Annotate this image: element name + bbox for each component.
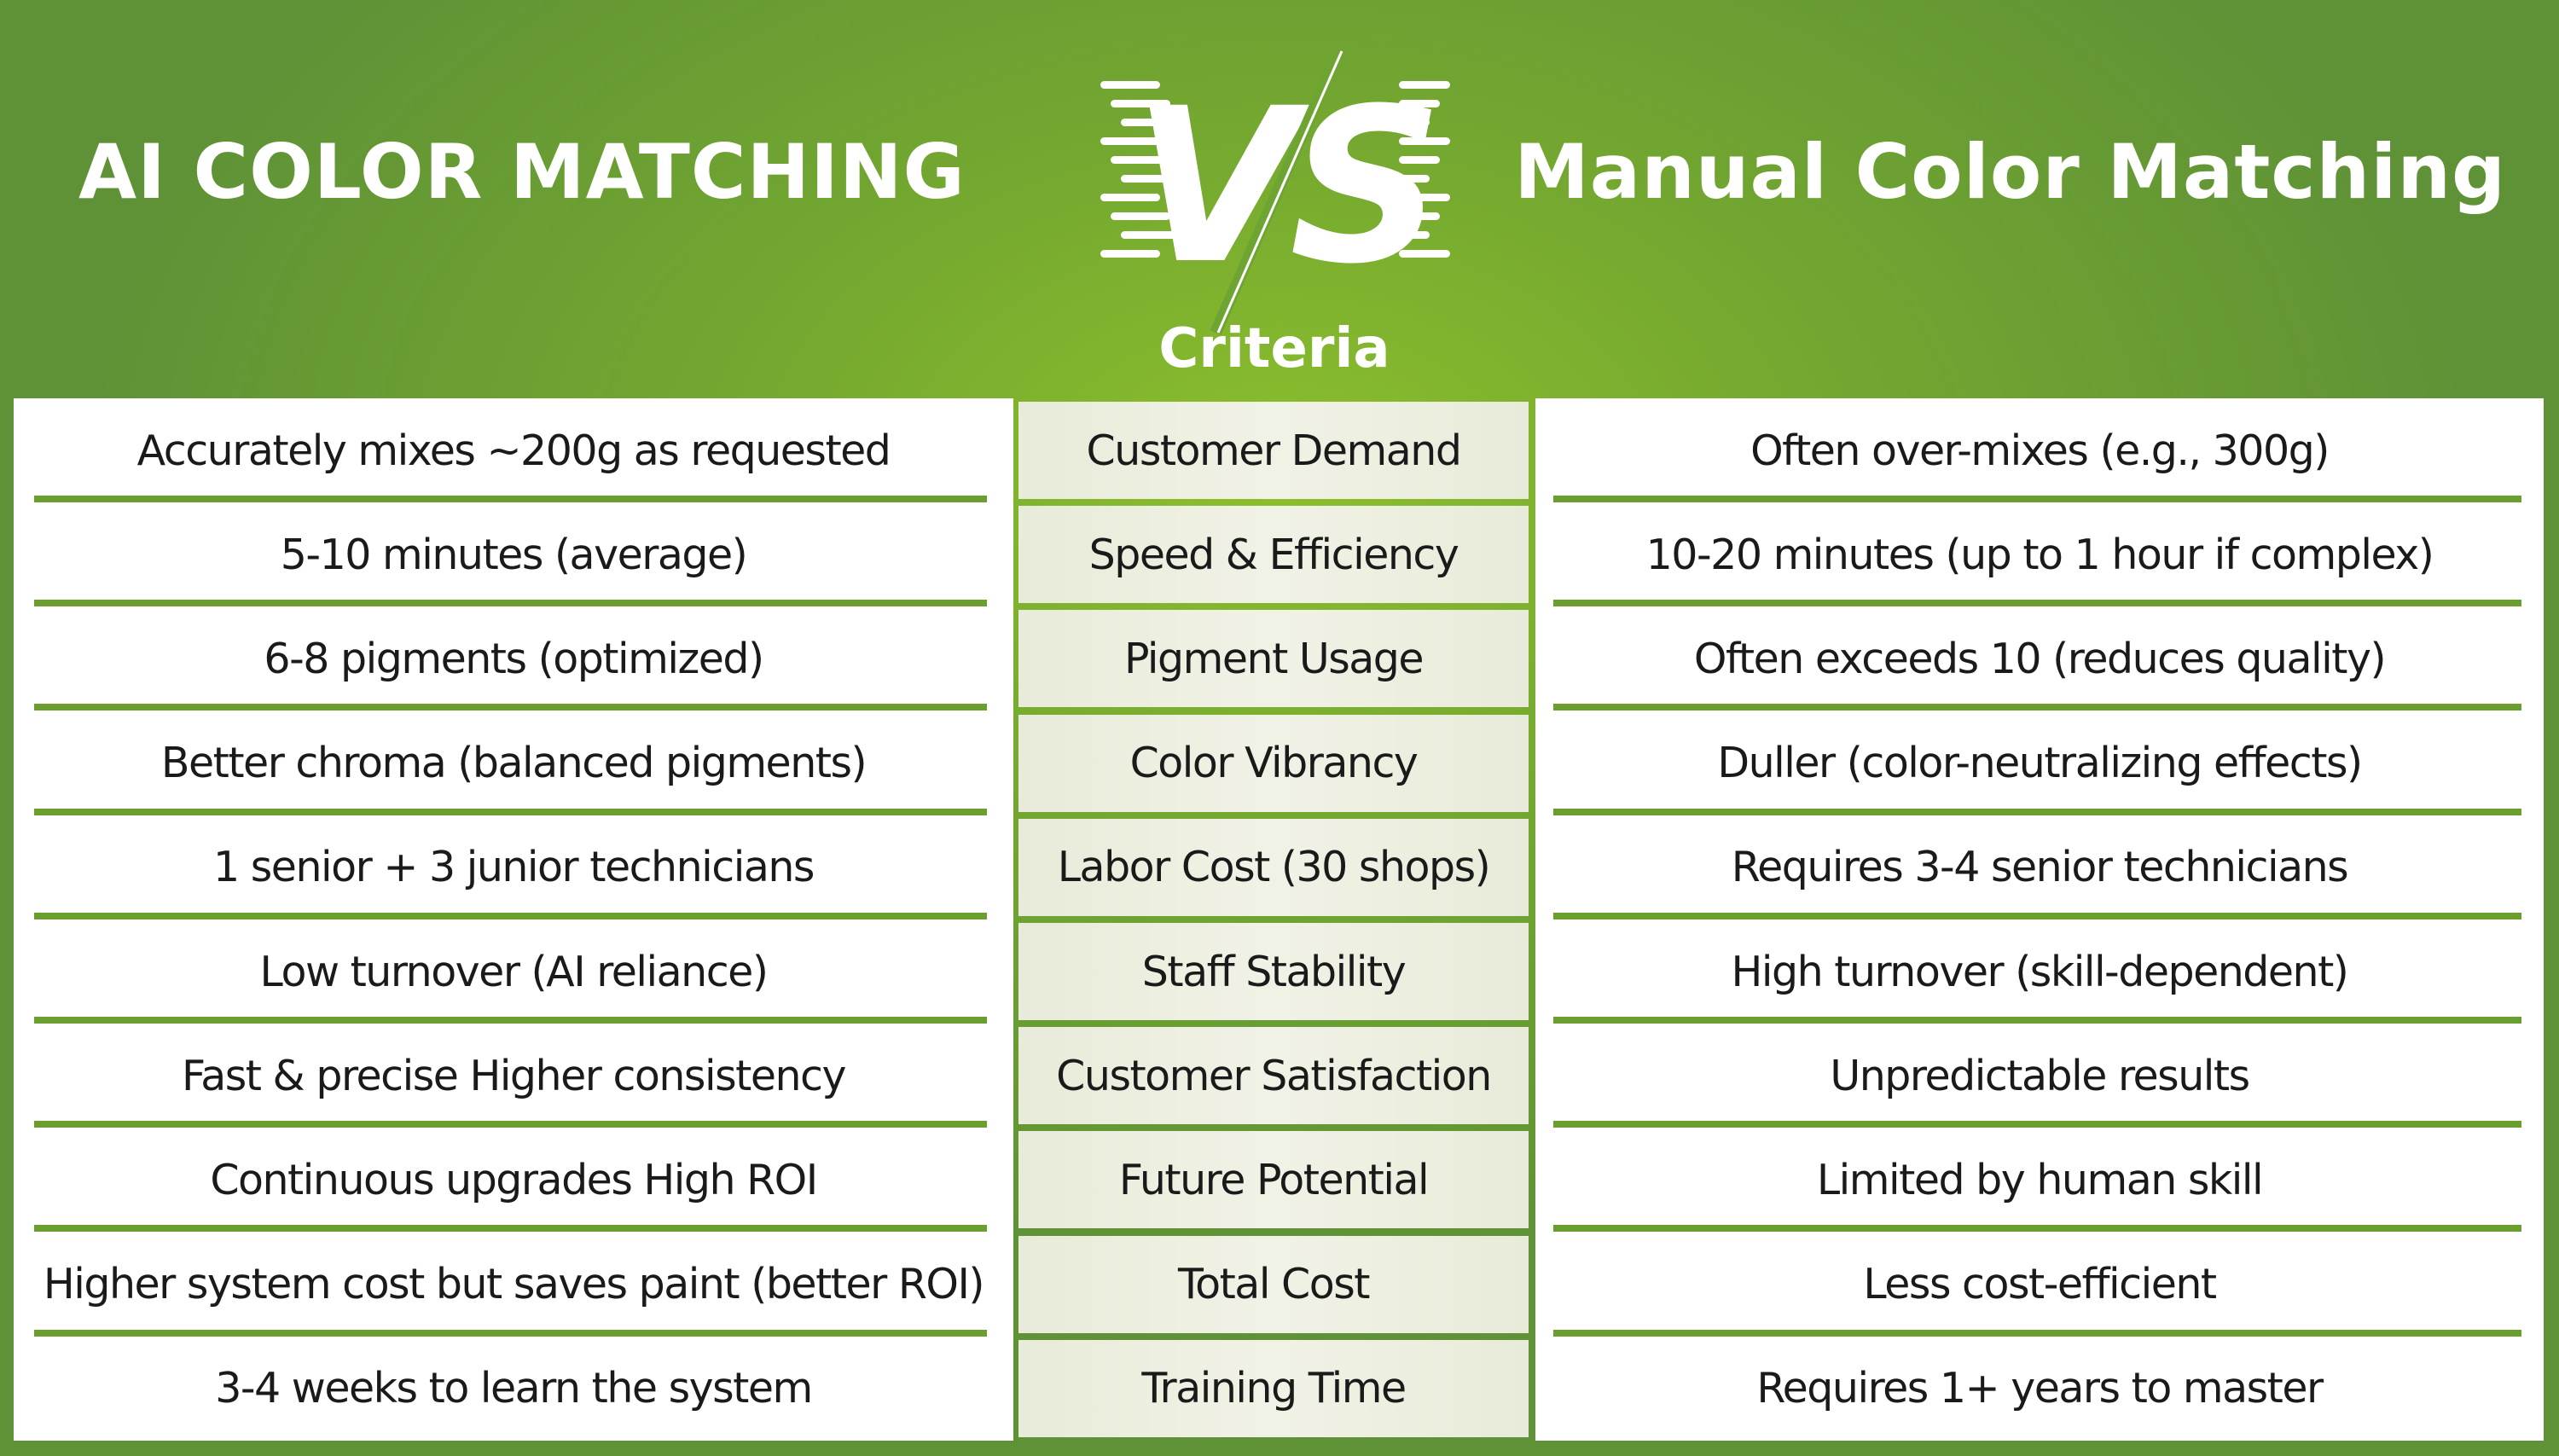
ai-cell: Better chroma (balanced pigments) bbox=[160, 739, 868, 788]
speed-line bbox=[1100, 137, 1160, 145]
row-divider bbox=[1553, 600, 2521, 607]
vs-logo-icon: VS bbox=[1100, 49, 1450, 335]
manual-cell: Less cost-efficient bbox=[1863, 1260, 2217, 1309]
criteria-cell: Speed & Efficiency bbox=[1018, 506, 1529, 604]
row-divider bbox=[1553, 1121, 2521, 1128]
speed-line bbox=[1399, 212, 1440, 220]
ai-column: Accurately mixes ~200g as requested 5-10 … bbox=[14, 398, 1013, 1441]
manual-cell: Often over-mixes (e.g., 300g) bbox=[1750, 426, 2330, 475]
ai-cell: 1 senior + 3 junior technicians bbox=[213, 843, 815, 892]
speed-line bbox=[1399, 81, 1450, 89]
manual-cell: High turnover (skill-dependent) bbox=[1731, 947, 2349, 996]
speed-line bbox=[1100, 250, 1160, 258]
row-divider bbox=[1553, 808, 2521, 815]
row-divider bbox=[34, 1017, 987, 1024]
speed-line bbox=[1399, 250, 1450, 258]
criteria-cell: Total Cost bbox=[1018, 1235, 1529, 1333]
ai-cell: Fast & precise Higher consistency bbox=[182, 1051, 846, 1100]
ai-cell: Higher system cost but saves paint (bett… bbox=[43, 1260, 985, 1309]
criteria-cell: Customer Demand bbox=[1018, 402, 1529, 499]
manual-cell: Requires 1+ years to master bbox=[1756, 1364, 2324, 1413]
row-divider bbox=[1553, 496, 2521, 502]
row-divider bbox=[1553, 704, 2521, 711]
ai-cell: Continuous upgrades High ROI bbox=[210, 1155, 818, 1204]
criteria-cell: Labor Cost (30 shops) bbox=[1018, 818, 1529, 916]
row-divider bbox=[34, 808, 987, 815]
ai-cell: 3-4 weeks to learn the system bbox=[215, 1364, 813, 1413]
ai-cell: 6-8 pigments (optimized) bbox=[264, 634, 764, 683]
speed-line bbox=[1100, 194, 1160, 201]
ai-cell: Accurately mixes ~200g as requested bbox=[136, 426, 891, 475]
row-divider bbox=[1553, 1225, 2521, 1233]
criteria-heading: Criteria bbox=[1158, 317, 1390, 380]
speed-line bbox=[1111, 100, 1170, 107]
row-divider bbox=[34, 912, 987, 919]
criteria-column: Customer Demand Speed & Efficiency Pigment… bbox=[1018, 398, 1529, 1441]
row-divider bbox=[34, 600, 987, 607]
criteria-cell: Pigment Usage bbox=[1018, 610, 1529, 708]
speed-line bbox=[1399, 119, 1430, 126]
row-divider bbox=[34, 496, 987, 502]
speed-line bbox=[1399, 137, 1450, 145]
manual-cell: Often exceeds 10 (reduces quality) bbox=[1693, 634, 2387, 683]
row-divider bbox=[1553, 912, 2521, 919]
speed-line bbox=[1399, 231, 1430, 239]
criteria-cell: Customer Satisfaction bbox=[1018, 1027, 1529, 1125]
manual-cell: Limited by human skill bbox=[1816, 1155, 2264, 1204]
manual-cell: Duller (color-neutralizing effects) bbox=[1717, 739, 2363, 788]
speed-line bbox=[1121, 231, 1181, 239]
speed-line bbox=[1399, 175, 1430, 183]
speed-line bbox=[1121, 175, 1181, 183]
row-divider bbox=[1553, 1017, 2521, 1024]
speed-line bbox=[1399, 100, 1440, 107]
manual-cell: Unpredictable results bbox=[1830, 1051, 2250, 1100]
criteria-cell: Staff Stability bbox=[1018, 923, 1529, 1020]
row-divider bbox=[1553, 1329, 2521, 1337]
speed-line bbox=[1111, 156, 1170, 164]
row-divider bbox=[34, 704, 987, 711]
svg-text:VS: VS bbox=[1133, 62, 1435, 310]
row-divider bbox=[34, 1225, 987, 1233]
speed-line bbox=[1121, 119, 1181, 126]
speed-line bbox=[1399, 156, 1440, 164]
manual-cell: 10-20 minutes (up to 1 hour if complex) bbox=[1645, 530, 2434, 579]
ai-cell: Low turnover (AI reliance) bbox=[259, 947, 769, 996]
row-divider bbox=[34, 1121, 987, 1128]
speed-line bbox=[1111, 212, 1170, 220]
ai-cell: 5-10 minutes (average) bbox=[280, 530, 748, 579]
manual-cell: Requires 3-4 senior technicians bbox=[1731, 843, 2349, 892]
manual-column: Often over-mixes (e.g., 300g) 10-20 minut… bbox=[1535, 398, 2544, 1441]
criteria-cell: Color Vibrancy bbox=[1018, 714, 1529, 812]
row-divider bbox=[34, 1329, 987, 1337]
manual-color-matching-title: Manual Color Matching bbox=[1514, 128, 2506, 216]
speed-line bbox=[1100, 81, 1160, 89]
speed-line bbox=[1399, 194, 1450, 201]
ai-color-matching-title: AI COLOR MATCHING bbox=[78, 128, 966, 216]
criteria-cell: Future Potential bbox=[1018, 1131, 1529, 1229]
criteria-cell: Training Time bbox=[1018, 1339, 1529, 1437]
